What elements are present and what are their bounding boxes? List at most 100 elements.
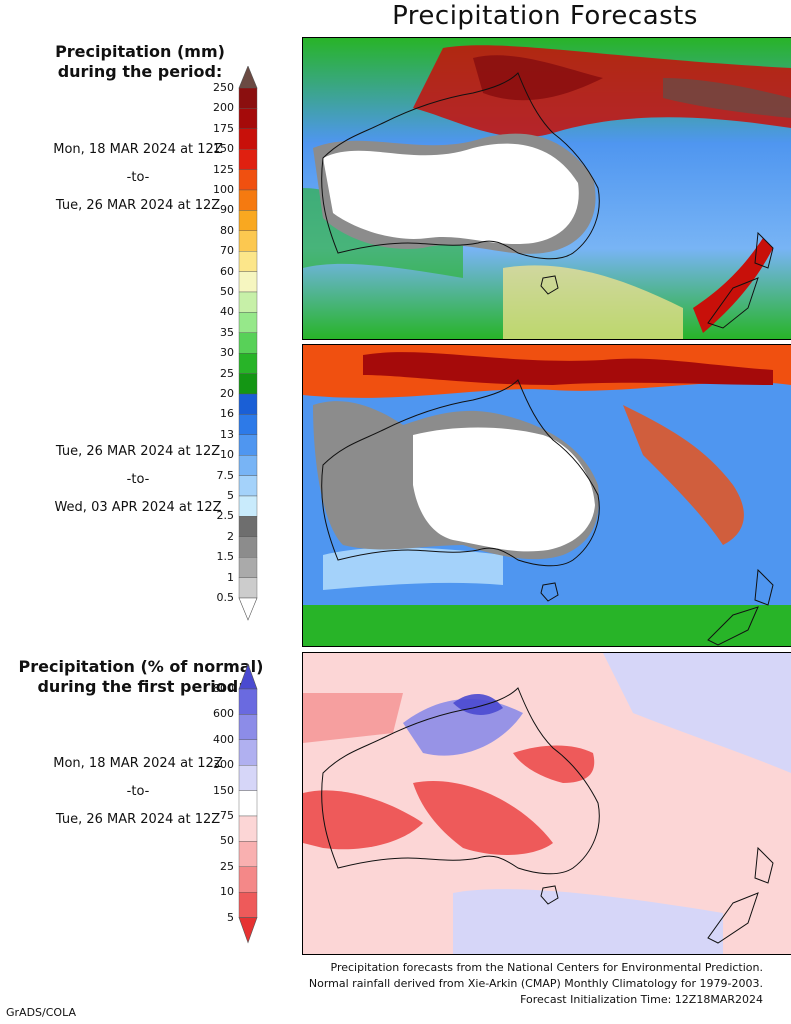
mm-colorbar-tick-label: 2.5: [216, 509, 235, 523]
mm-colorbar-tick-label: 25: [220, 366, 234, 380]
percent-normal-map: [302, 652, 791, 955]
mm-colorbar-swatch: [238, 332, 258, 354]
pct-colorbar-swatch: [238, 790, 258, 817]
mm-colorbar-tick-label: 0.5: [216, 591, 235, 604]
period2-sep: -to-: [126, 472, 150, 487]
pct-colorbar-swatch: [238, 841, 258, 867]
mm-colorbar-tick-label: 175: [213, 121, 234, 135]
mm-colorbar-swatch: [238, 393, 258, 415]
mm-colorbar-swatch: [238, 455, 258, 476]
mm-colorbar-swatch: [238, 250, 258, 272]
period3-end: Tue, 26 MAR 2024 at 12Z: [55, 812, 221, 827]
mm-colorbar-swatch: [238, 128, 258, 150]
pct-colorbar-tick-label: 75: [220, 809, 234, 822]
period1-sep: -to-: [126, 170, 150, 185]
mm-colorbar-tick-label: 5: [227, 489, 234, 502]
pct-colorbar-swatch: [238, 891, 258, 918]
mm-colorbar-tick-label: 7.5: [216, 468, 235, 482]
mm-colorbar-tick-label: 90: [220, 203, 234, 217]
pct-colorbar-tick-label: 600: [213, 707, 234, 721]
precip-map-period2: [302, 344, 791, 647]
mm-colorbar-swatch: [238, 577, 258, 599]
mm-colorbar-swatch: [238, 291, 258, 313]
mm-colorbar-tick-label: 16: [220, 407, 234, 421]
pct-colorbar-tick-label: 10: [220, 885, 234, 899]
mm-colorbar-swatch: [238, 108, 258, 130]
pct-colorbar-swatch: [238, 764, 258, 791]
pct-colorbar-tick-label: 5: [227, 910, 234, 924]
mm-colorbar-tick-label: 60: [220, 264, 234, 278]
percent-heading-line1: Precipitation (% of normal): [18, 657, 264, 676]
mm-colorbar-tick-label: 20: [220, 387, 234, 400]
period1-end: Tue, 26 MAR 2024 at 12Z: [55, 198, 221, 213]
precip-heading-line1: Precipitation (mm): [55, 42, 225, 61]
footer-line2: Normal rainfall derived from Xie-Arkin (…: [308, 977, 763, 990]
pct-colorbar-swatch: [238, 739, 258, 766]
precip-heading-line2: during the period:: [57, 62, 223, 81]
mm-colorbar-swatch: [238, 271, 258, 293]
mm-colorbar-tick-label: 13: [220, 427, 234, 441]
mm-colorbar-swatch: [238, 536, 258, 558]
pct-colorbar-swatch: [238, 815, 258, 842]
mm-colorbar-tick-label: 70: [220, 244, 234, 258]
footer-line1: Precipitation forecasts from the Nationa…: [330, 961, 764, 974]
mm-colorbar-swatch: [238, 557, 258, 578]
mm-colorbar-swatch: [238, 495, 258, 517]
percent-heading-line2: during the first period:: [37, 677, 245, 696]
mm-colorbar-tick-label: 150: [213, 142, 234, 156]
precip-heading: Precipitation (mm) during the period:: [20, 42, 260, 82]
pct-colorbar-bottom-arrow: [238, 917, 258, 944]
period3-sep: -to-: [126, 784, 150, 799]
pct-colorbar-tick-label: 150: [213, 783, 234, 797]
precip-map-period1: [302, 37, 791, 340]
period1-start: Mon, 18 MAR 2024 at 12Z: [53, 142, 223, 157]
page-title: Precipitation Forecasts: [392, 1, 698, 31]
mm-colorbar-tick-label: 35: [220, 325, 234, 339]
mm-colorbar-swatch: [238, 373, 258, 395]
mm-colorbar-tick-label: 1: [227, 570, 234, 584]
mm-colorbar-swatch: [238, 353, 258, 374]
mm-colorbar-tick-label: 2: [227, 529, 234, 543]
mm-colorbar-swatch: [238, 169, 258, 191]
mm-colorbar-swatch: [238, 87, 258, 109]
mm-colorbar-tick-label: 200: [213, 101, 234, 115]
mm-colorbar-tick-label: 30: [220, 346, 234, 360]
footer-line3: Forecast Initialization Time: 12Z18MAR20…: [520, 993, 763, 1006]
mm-colorbar: [238, 66, 258, 621]
percent-map-svg: [303, 653, 791, 954]
mm-colorbar-swatch: [238, 312, 258, 333]
mm-colorbar-tick-label: 80: [220, 223, 234, 237]
pct-colorbar-top-arrow: [238, 664, 258, 690]
precip-map1-svg: [303, 38, 791, 339]
period2-start: Tue, 26 MAR 2024 at 12Z: [55, 444, 221, 459]
mm-colorbar-tick-label: 100: [213, 183, 234, 196]
mm-colorbar-tick-label: 125: [213, 162, 234, 176]
pct-colorbar-tick-label: 50: [220, 834, 234, 848]
mm-colorbar-swatch: [238, 189, 258, 211]
mm-colorbar-swatch: [238, 210, 258, 231]
grads-credit: GrADS/COLA: [6, 1006, 76, 1019]
mm-colorbar-swatch: [238, 434, 258, 456]
mm-colorbar-tick-label: 250: [213, 81, 234, 94]
mm-colorbar-tick-label: 10: [220, 448, 234, 462]
period2-end: Wed, 03 APR 2024 at 12Z: [54, 500, 222, 515]
mm-colorbar-bottom-arrow: [238, 597, 258, 621]
pct-colorbar: [238, 664, 258, 944]
pct-colorbar-swatch: [238, 866, 258, 893]
mm-colorbar-tick-label: 1.5: [216, 550, 235, 564]
mm-colorbar-top-arrow: [238, 66, 258, 89]
pct-colorbar-tick-label: 300: [213, 758, 234, 772]
mm-colorbar-swatch: [238, 516, 258, 537]
mm-colorbar-swatch: [238, 230, 258, 252]
mm-colorbar-tick-label: 40: [220, 305, 234, 319]
percent-heading: Precipitation (% of normal) during the f…: [10, 657, 272, 697]
pct-colorbar-swatch: [238, 714, 258, 741]
precip-map2-svg: [303, 345, 791, 646]
mm-colorbar-tick-label: 50: [220, 285, 234, 298]
pct-colorbar-tick-label: 25: [220, 859, 234, 873]
pct-colorbar-tick-label: 400: [213, 732, 234, 746]
mm-colorbar-swatch: [238, 475, 258, 497]
period3-start: Mon, 18 MAR 2024 at 12Z: [53, 756, 223, 771]
pct-colorbar-swatch: [238, 688, 258, 715]
pct-colorbar-tick-label: 800: [213, 682, 234, 695]
